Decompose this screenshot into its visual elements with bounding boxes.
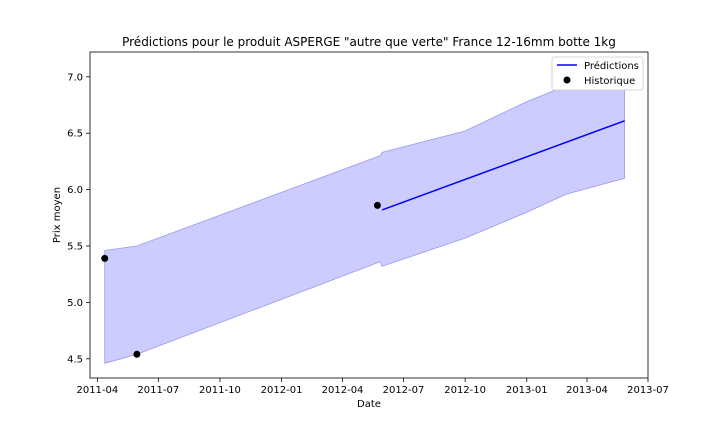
legend-historique-swatch	[563, 76, 571, 84]
x-tick-label-5: 2012-07	[383, 385, 425, 396]
x-tick-label-0: 2011-04	[76, 385, 118, 396]
y-tick-label-3: 6.0	[67, 185, 83, 196]
y-axis: 4.5 5.0 5.5 6.0 6.5 7.0	[67, 72, 90, 365]
y-tick-label-2: 5.5	[67, 242, 83, 253]
plot-frame	[89, 51, 649, 379]
legend: Prédictions Historique	[551, 56, 644, 91]
band-layer	[104, 71, 625, 364]
x-axis: 2011-04 2011-07 2011-10 2012-01 2012-04 2012-…	[76, 378, 669, 396]
y-tick-label-5: 7.0	[67, 72, 83, 83]
y-axis-label: Prix moyen	[52, 187, 63, 243]
legend-predictions-label: Prédictions	[584, 60, 639, 72]
y-tick-label-4: 6.5	[67, 129, 83, 140]
chart-title: Prédictions pour le produit ASPERGE "aut…	[122, 35, 616, 49]
x-tick-label-6: 2012-10	[444, 385, 486, 396]
series-layer	[101, 120, 625, 358]
legend-historique-label: Historique	[584, 76, 635, 87]
x-tick-label-7: 2013-01	[506, 385, 548, 396]
x-axis-label: Date	[357, 399, 381, 410]
historique-point-1	[133, 350, 141, 358]
prediction-band	[104, 71, 625, 364]
x-tick-label-9: 2013-07	[627, 385, 669, 396]
historique-point-0	[101, 254, 109, 262]
y-tick-label-1: 5.0	[67, 298, 83, 309]
x-tick-label-3: 2012-01	[261, 385, 303, 396]
x-tick-label-1: 2011-07	[137, 385, 179, 396]
series-line-predictions	[381, 120, 625, 211]
y-tick-label-0: 4.5	[67, 354, 83, 365]
x-tick-label-4: 2012-04	[322, 385, 364, 396]
x-tick-label-8: 2013-04	[566, 385, 608, 396]
x-tick-label-2: 2011-10	[199, 385, 241, 396]
historique-point-2	[373, 201, 381, 209]
